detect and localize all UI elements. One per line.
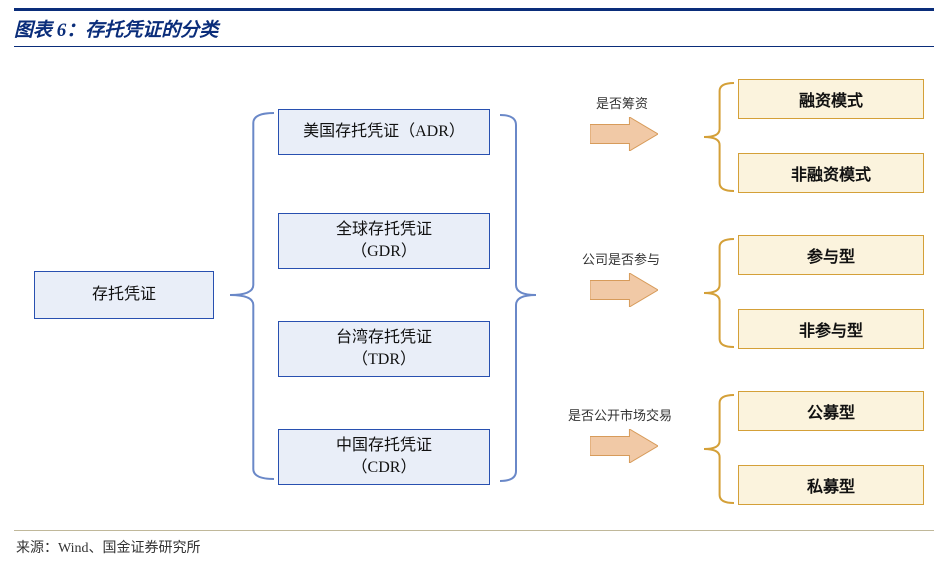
bracket-right-2: [702, 393, 734, 505]
outcome-node-4: 公募型: [738, 391, 924, 431]
type-node-1: 全球存托凭证（GDR）: [278, 213, 490, 269]
outcome-node-5: 私募型: [738, 465, 924, 505]
type-node-2: 台湾存托凭证（TDR）: [278, 321, 490, 377]
criteria-label-0: 是否筹资: [596, 93, 648, 112]
bracket-right-1: [702, 237, 734, 349]
outcome-node-2: 参与型: [738, 235, 924, 275]
outcome-node-1: 非融资模式: [738, 153, 924, 193]
criteria-label-1: 公司是否参与: [582, 249, 660, 268]
type-node-0: 美国存托凭证（ADR）: [278, 109, 490, 155]
type-node-3: 中国存托凭证（CDR）: [278, 429, 490, 485]
diagram-area: 存托凭证 美国存托凭证（ADR） 全球存托凭证（GDR） 台湾存托凭证（TDR） 中国存…: [14, 53, 934, 531]
figure-title: 图表 6：存托凭证的分类: [14, 15, 934, 42]
criteria-label-2: 是否公开市场交易: [568, 405, 672, 424]
arrow-icon-2: [590, 429, 658, 463]
outcome-node-0: 融资模式: [738, 79, 924, 119]
arrow-icon-0: [590, 117, 658, 151]
title-bar: 图表 6：存托凭证的分类: [14, 8, 934, 47]
figure-container: 图表 6：存托凭证的分类 存托凭证 美国存托凭证（ADR） 全球存托凭证（GDR） 台…: [0, 0, 948, 573]
bracket-right-0: [702, 81, 734, 193]
outcome-node-3: 非参与型: [738, 309, 924, 349]
source-text: 来源：Wind、国金证券研究所: [14, 531, 934, 557]
bracket-left: [228, 111, 274, 481]
root-node: 存托凭证: [34, 271, 214, 319]
arrow-icon-1: [590, 273, 658, 307]
bracket-middle: [498, 113, 538, 483]
